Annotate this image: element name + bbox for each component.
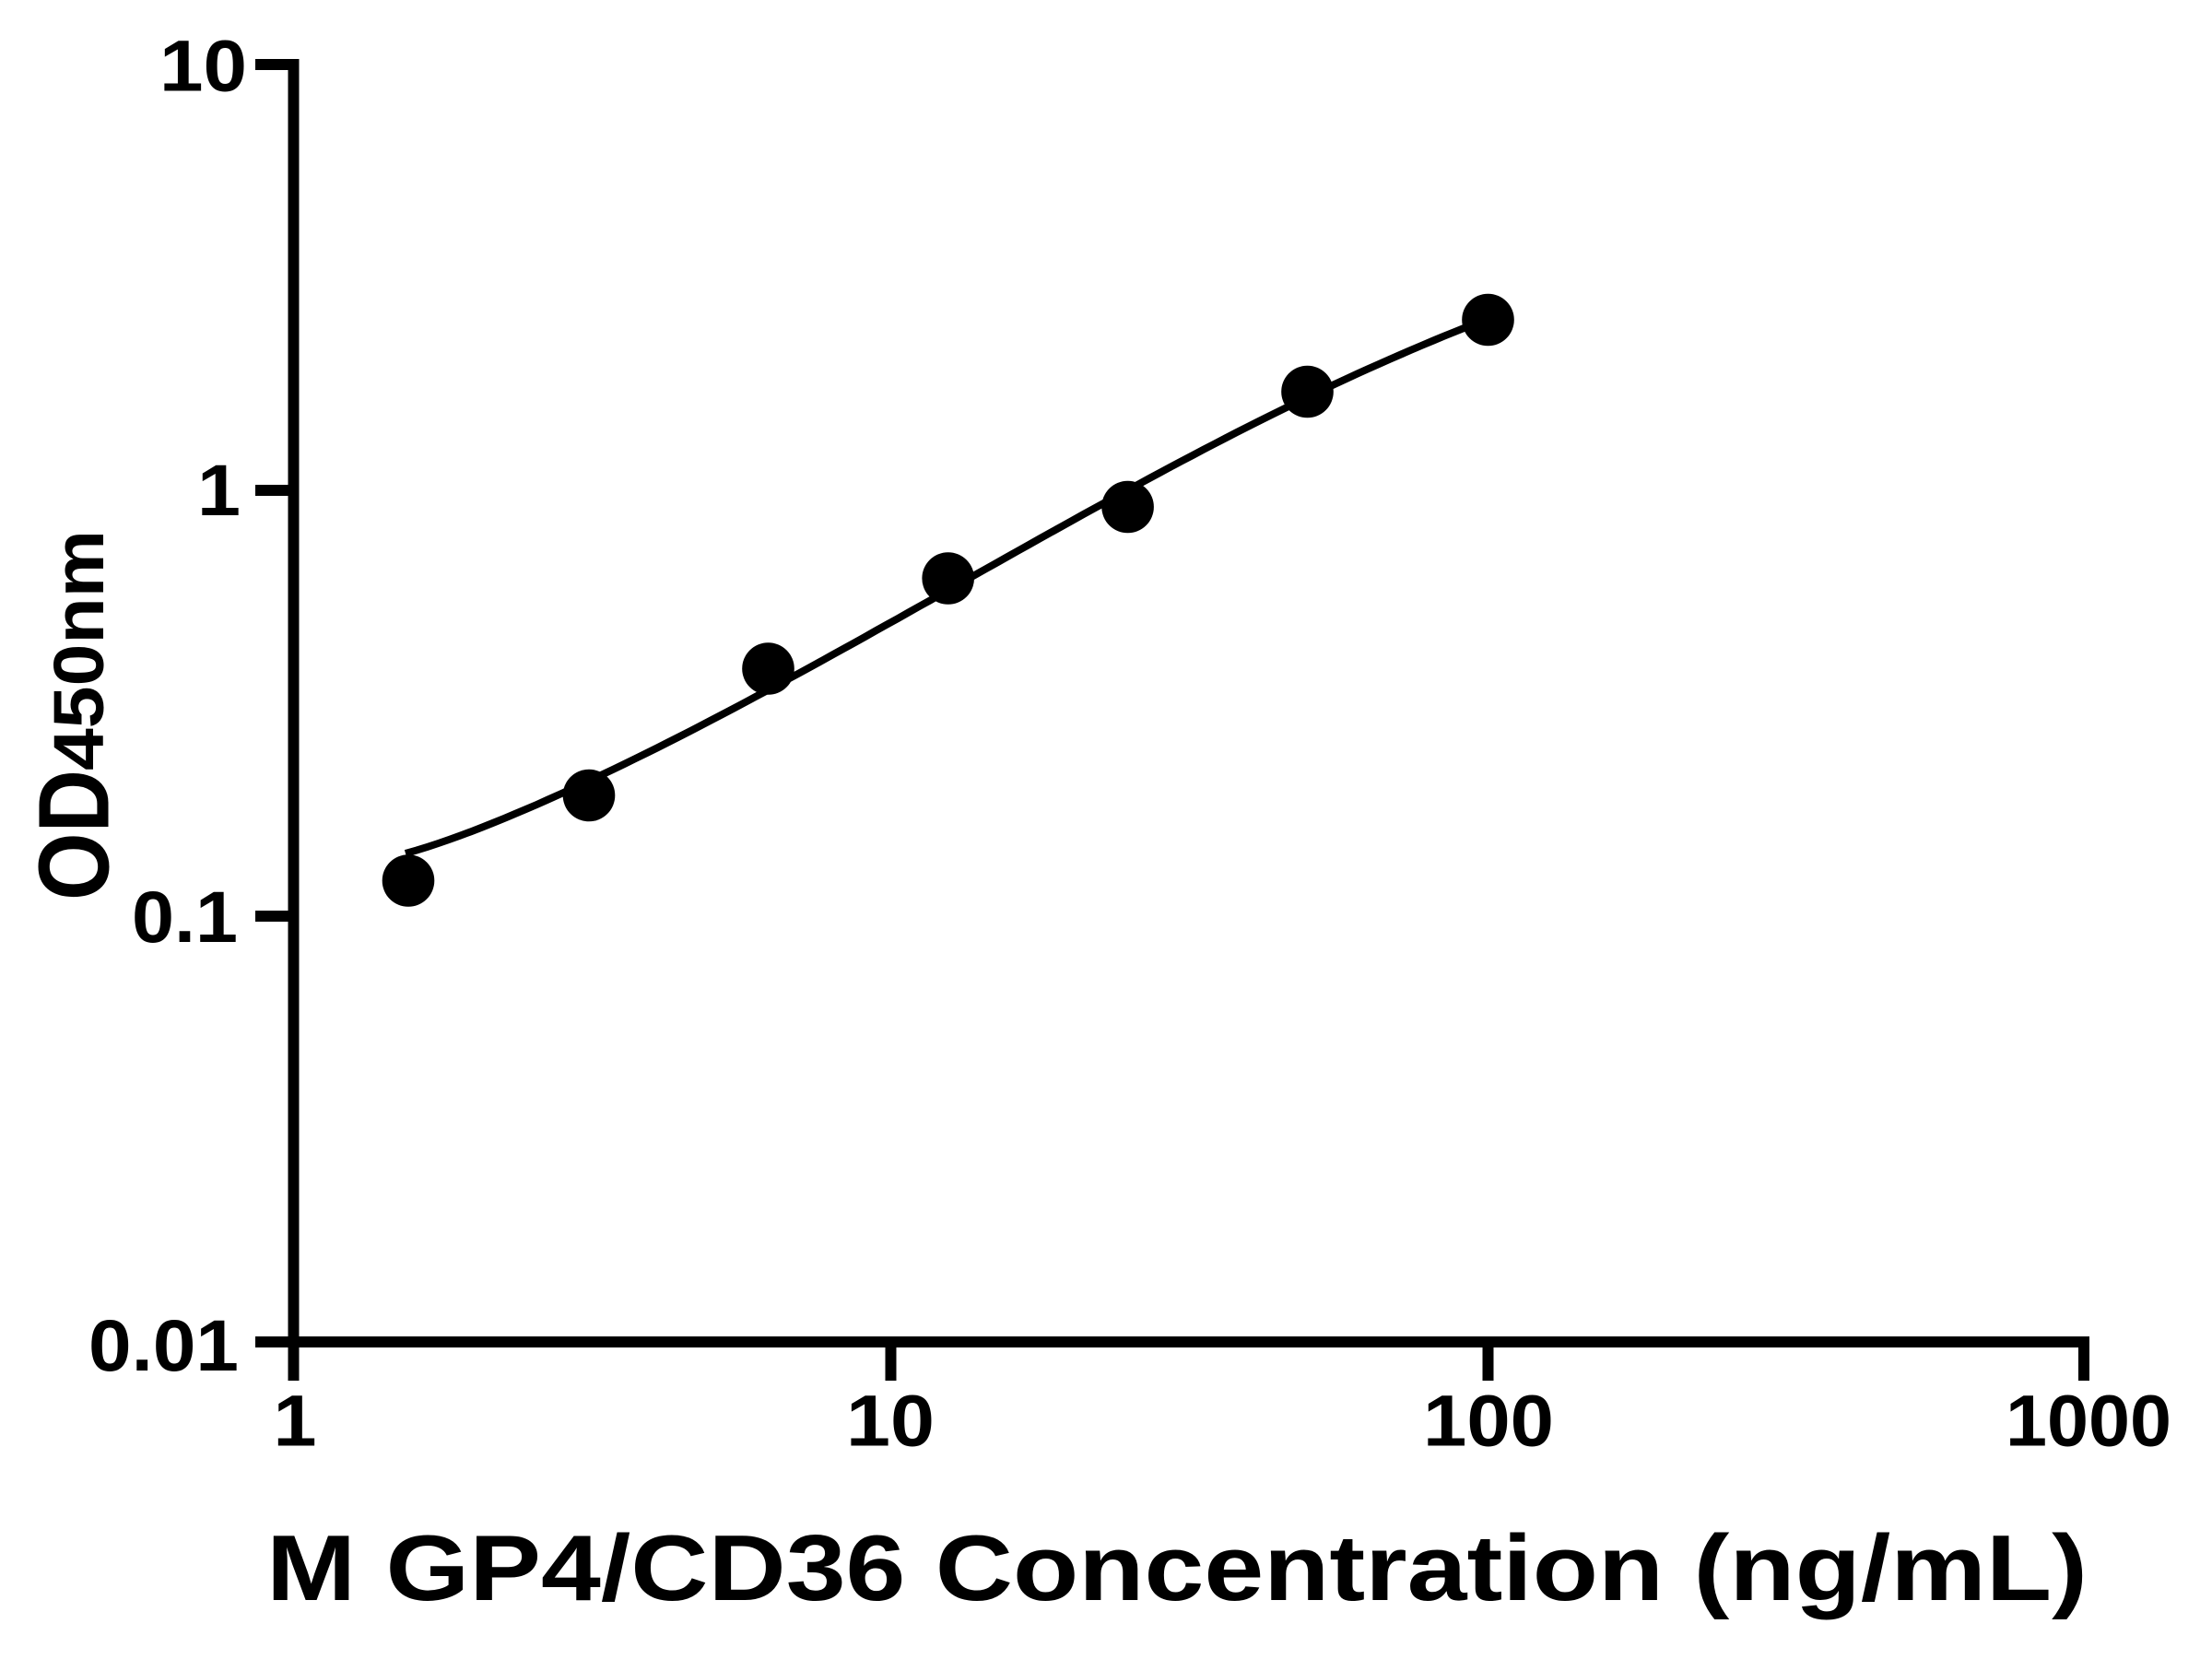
- svg-text:450nm: 450nm: [40, 530, 119, 771]
- svg-text:OD: OD: [18, 770, 131, 900]
- svg-text:M GP4/CD36 Concentration (ng/m: M GP4/CD36 Concentration (ng/mL): [266, 1517, 2088, 1620]
- svg-text:1000: 1000: [2006, 1380, 2171, 1462]
- svg-text:10: 10: [846, 1380, 935, 1462]
- svg-text:10: 10: [159, 24, 247, 106]
- svg-text:0.1: 0.1: [132, 876, 238, 958]
- svg-text:1: 1: [274, 1380, 317, 1462]
- svg-text:100: 100: [1423, 1380, 1554, 1462]
- svg-text:0.01: 0.01: [88, 1304, 239, 1386]
- svg-text:1: 1: [197, 449, 241, 531]
